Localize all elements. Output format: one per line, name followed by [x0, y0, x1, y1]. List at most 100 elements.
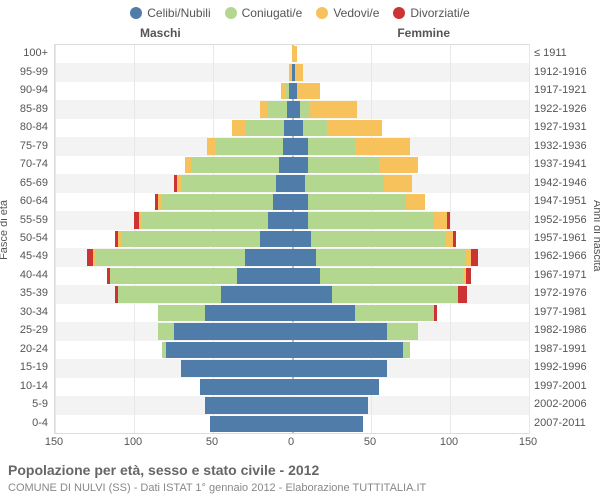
bar-segment — [297, 83, 321, 99]
male-bar — [260, 101, 292, 117]
female-bar — [292, 138, 410, 154]
age-label: 40-44 — [8, 266, 48, 284]
bar-segment — [221, 286, 292, 302]
birth-year-label: 1937-1941 — [534, 155, 592, 173]
bar-segment — [174, 323, 293, 339]
male-bar — [281, 83, 292, 99]
bar-segment — [295, 64, 303, 80]
bar-segment — [434, 305, 437, 321]
legend-label: Divorziati/e — [410, 6, 469, 20]
age-row — [55, 267, 529, 285]
male-bar — [232, 120, 292, 136]
female-bar — [292, 286, 467, 302]
bar-segment — [142, 212, 268, 228]
age-row — [55, 415, 529, 433]
birth-year-label: 1997-2001 — [534, 377, 592, 395]
bar-segment — [260, 231, 292, 247]
bar-segment — [384, 175, 412, 191]
bar-segment — [453, 231, 456, 247]
bar-segment — [95, 249, 245, 265]
female-bar — [292, 231, 456, 247]
male-bar — [155, 194, 292, 210]
female-bar — [292, 212, 450, 228]
age-label: 80-84 — [8, 118, 48, 136]
bar-segment — [309, 101, 356, 117]
age-row — [55, 322, 529, 340]
bar-segment — [308, 138, 355, 154]
bar-segment — [292, 231, 311, 247]
bar-segment — [110, 268, 236, 284]
male-bar — [200, 379, 292, 395]
female-bar — [292, 249, 478, 265]
chart-title: Popolazione per età, sesso e stato civil… — [8, 462, 319, 478]
bar-segment — [283, 138, 292, 154]
age-label: 20-24 — [8, 340, 48, 358]
bar-segment — [434, 212, 447, 228]
bar-segment — [158, 323, 174, 339]
female-bar — [292, 120, 382, 136]
bar-segment — [162, 194, 273, 210]
bar-segment — [292, 249, 316, 265]
female-bar — [292, 342, 410, 358]
age-row — [55, 63, 529, 81]
bar-segment — [445, 231, 453, 247]
birth-year-label: 1932-1936 — [534, 137, 592, 155]
legend-item: Celibi/Nubili — [130, 6, 210, 20]
bar-segment — [327, 120, 382, 136]
female-bar — [292, 194, 425, 210]
birth-year-label: 2007-2011 — [534, 414, 592, 432]
bar-segment — [303, 120, 327, 136]
age-row — [55, 396, 529, 414]
age-label: 85-89 — [8, 100, 48, 118]
bar-segment — [292, 416, 363, 432]
age-label: 0-4 — [8, 414, 48, 432]
male-header: Maschi — [140, 26, 181, 40]
age-row — [55, 248, 529, 266]
birth-year-label: 1962-1966 — [534, 247, 592, 265]
bar-segment — [232, 120, 245, 136]
legend: Celibi/NubiliConiugati/eVedovi/eDivorzia… — [0, 0, 600, 20]
age-label: 55-59 — [8, 211, 48, 229]
age-row — [55, 119, 529, 137]
female-bar — [292, 64, 303, 80]
male-bar — [181, 360, 292, 376]
legend-swatch — [130, 7, 142, 19]
birth-year-label: 1992-1996 — [534, 358, 592, 376]
bar-segment — [245, 249, 292, 265]
female-bar — [292, 101, 357, 117]
bar-segment — [458, 286, 467, 302]
age-row — [55, 341, 529, 359]
age-label: 25-29 — [8, 321, 48, 339]
male-bar — [174, 175, 292, 191]
bar-segment — [205, 397, 292, 413]
age-row — [55, 193, 529, 211]
x-tick: 150 — [45, 436, 63, 448]
bar-segment — [292, 323, 387, 339]
bar-segment — [292, 360, 387, 376]
bar-segment — [185, 157, 193, 173]
bar-segment — [200, 379, 292, 395]
x-tick: 50 — [364, 436, 376, 448]
bar-segment — [216, 138, 282, 154]
chart-subtitle: COMUNE DI NULVI (SS) - Dati ISTAT 1° gen… — [8, 482, 426, 494]
age-row — [55, 82, 529, 100]
age-row — [55, 211, 529, 229]
male-bar — [207, 138, 292, 154]
female-bar — [292, 268, 471, 284]
chart-container: Celibi/NubiliConiugati/eVedovi/eDivorzia… — [0, 0, 600, 500]
male-bar — [158, 305, 292, 321]
female-bar — [292, 305, 437, 321]
bar-segment — [245, 120, 285, 136]
birth-year-label: 2002-2006 — [534, 395, 592, 413]
legend-swatch — [393, 7, 405, 19]
bar-segment — [311, 231, 445, 247]
bar-segment — [166, 342, 292, 358]
bar-segment — [379, 157, 419, 173]
legend-label: Vedovi/e — [333, 6, 379, 20]
age-row — [55, 285, 529, 303]
birth-year-label: 1957-1961 — [534, 229, 592, 247]
age-row — [55, 156, 529, 174]
bar-segment — [308, 212, 434, 228]
birth-year-label: 1947-1951 — [534, 192, 592, 210]
bar-segment — [192, 157, 279, 173]
